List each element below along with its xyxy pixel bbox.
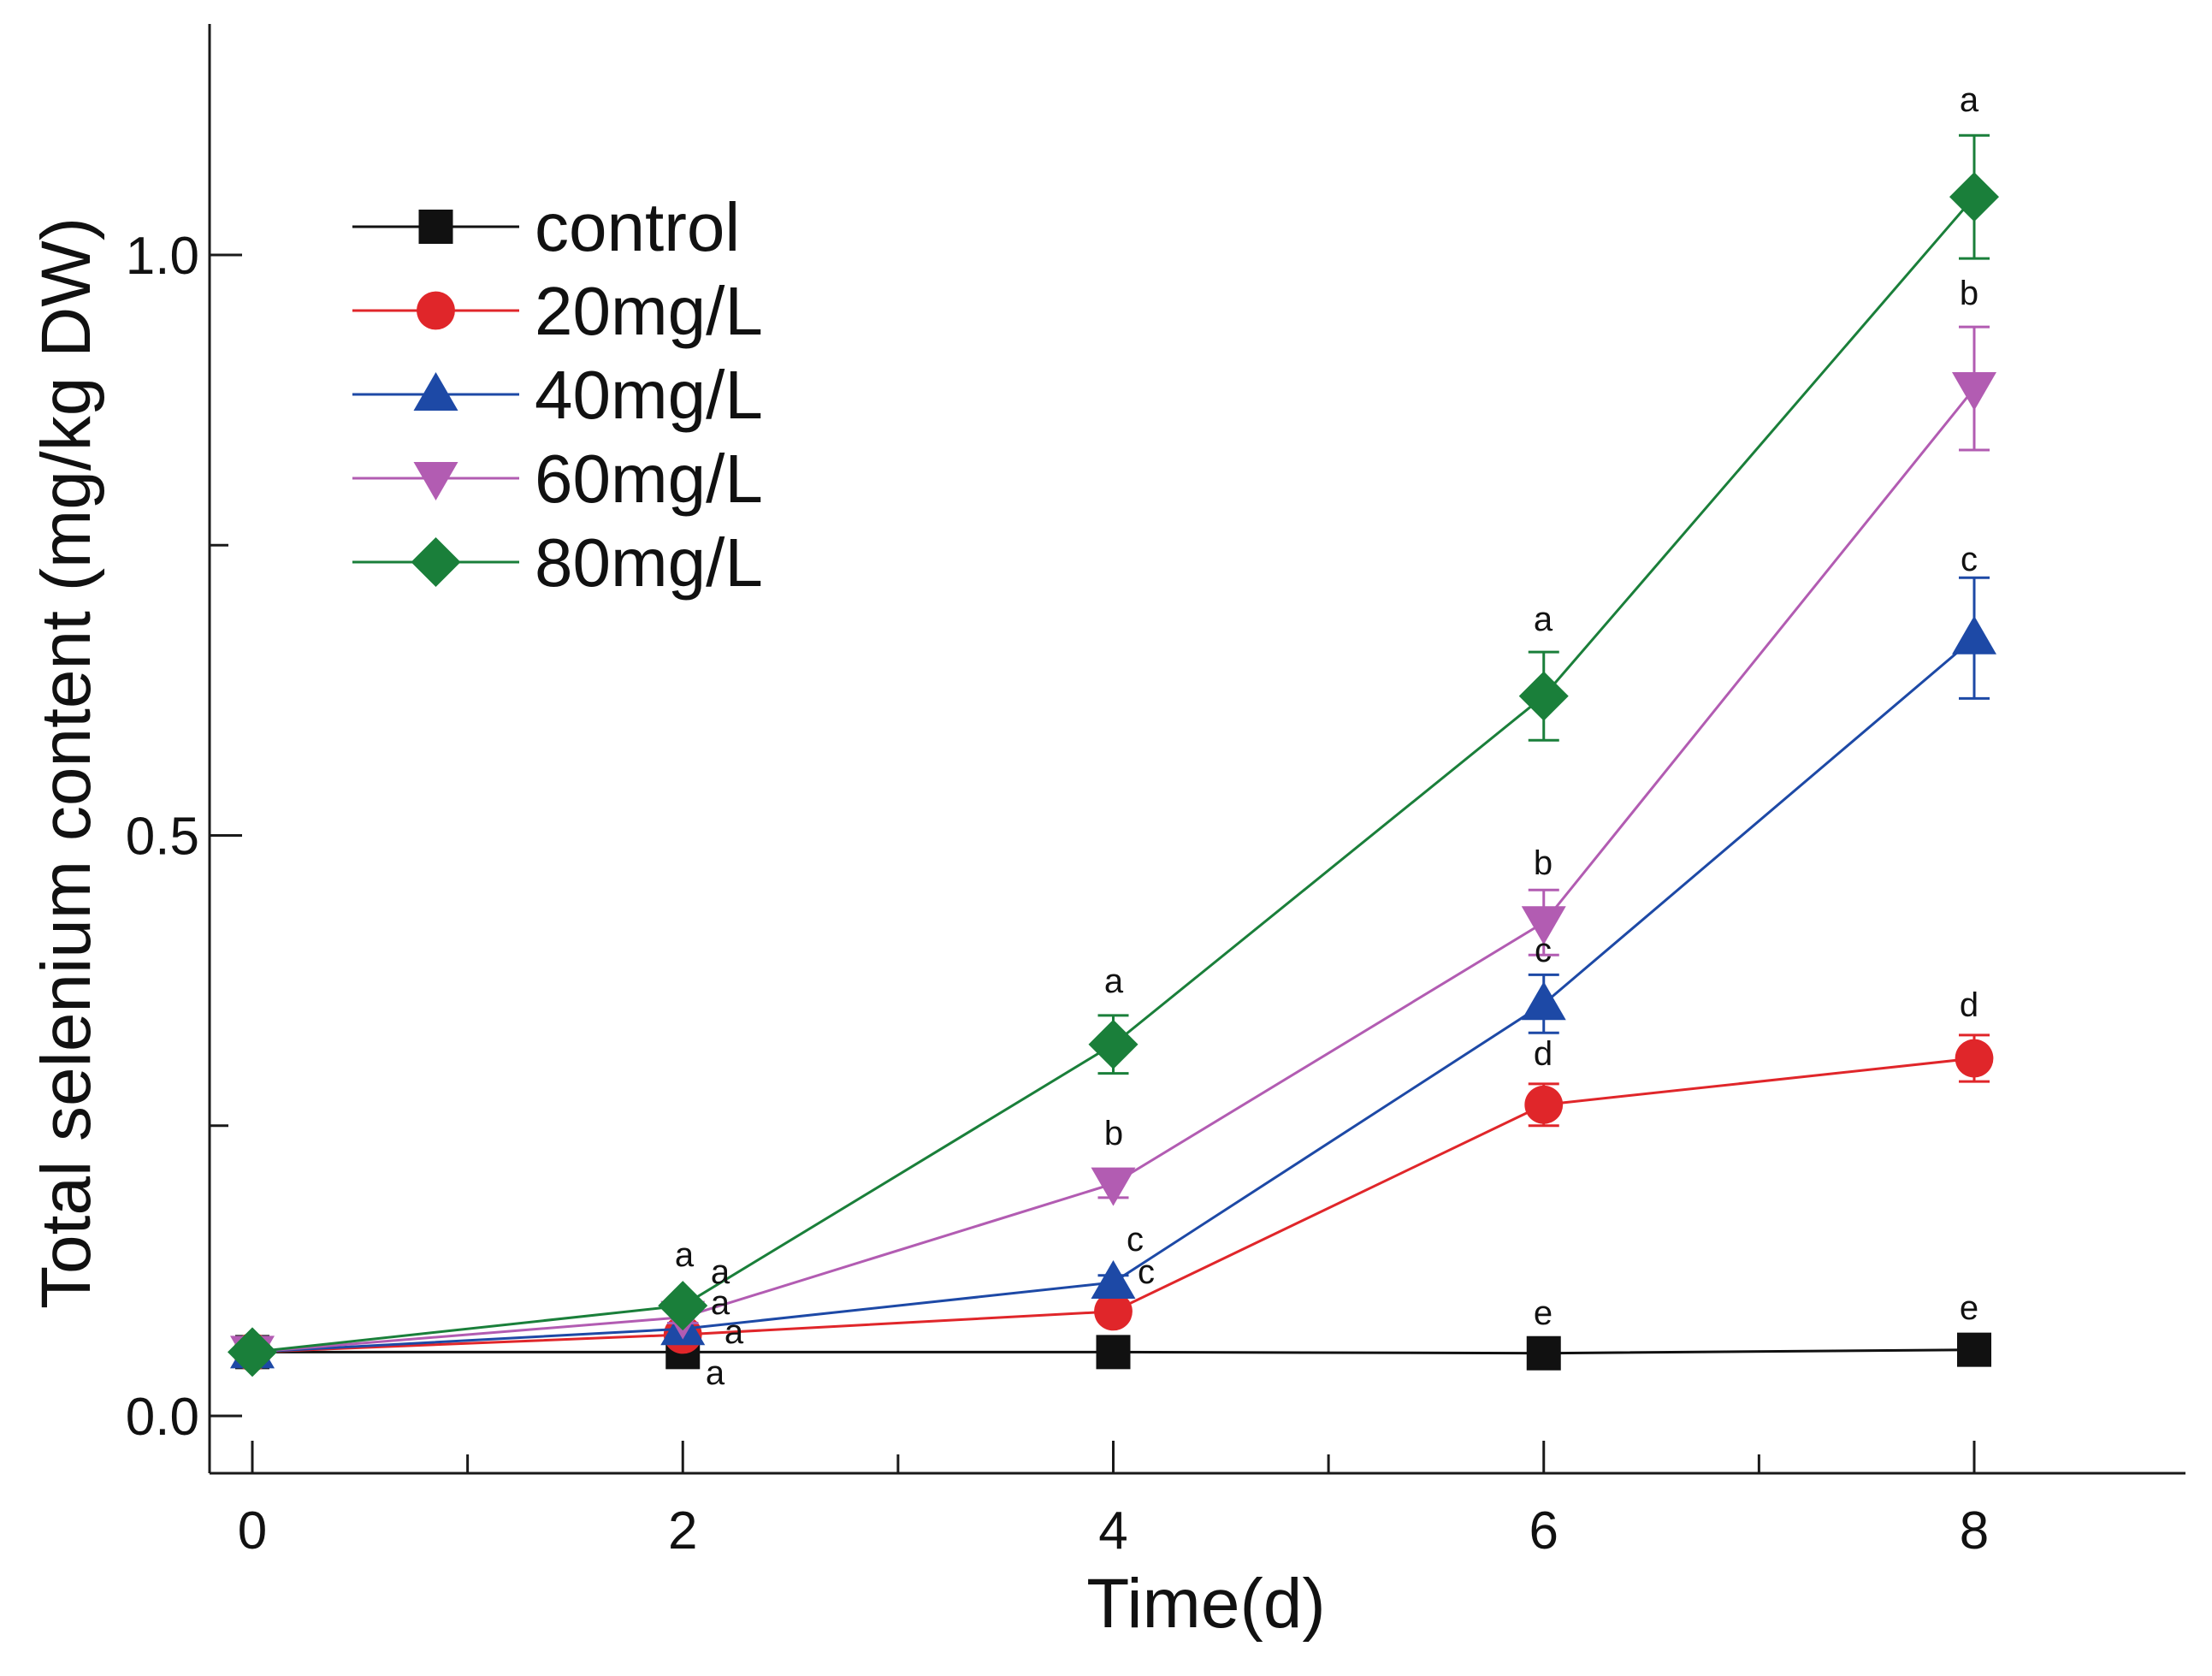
legend-marker [411,537,461,587]
series-60mg-l [230,325,1996,1375]
significance-letter: c [1138,1253,1155,1291]
data-point [1526,1335,1561,1371]
significance-letter: e [1534,1294,1553,1332]
data-point [1518,671,1569,721]
data-point [1088,1019,1139,1069]
significance-letter: b [1960,275,1978,312]
data-point [1949,172,1999,222]
significance-letter: c [1961,541,1978,578]
legend-item-80mg-l: 80mg/L [352,524,763,601]
data-point [1957,1332,1991,1367]
legend-marker [413,372,458,411]
significance-letter: a [1960,81,1979,119]
data-point [1952,615,1996,654]
legend-item-20mg-l: 20mg/L [352,273,763,349]
legend-label: 20mg/L [535,273,763,349]
significance-letter: d [1534,1035,1553,1073]
significance-letter: b [1534,844,1553,882]
x-tick-label: 4 [1098,1501,1127,1561]
data-point [1096,1335,1131,1370]
legend-item-40mg-l: 40mg/L [352,357,763,433]
data-point [1952,372,1996,412]
x-tick-label: 0 [238,1501,267,1561]
series-80mg-l [228,133,1999,1377]
significance-letter: c [1535,932,1552,969]
legend-marker [418,210,453,244]
data-point [1521,981,1566,1021]
y-axis-title: Total selenium content (mg/kg DW) [27,217,105,1309]
legend-label: control [535,189,740,265]
x-tick-label: 6 [1529,1501,1558,1561]
significance-letter: a [706,1354,725,1392]
significance-letter: a [675,1236,695,1274]
y-tick-label: 0.5 [126,808,199,867]
significance-letter: a [711,1253,730,1291]
legend-marker [417,291,455,330]
x-tick-label: 8 [1960,1501,1989,1561]
significance-letter: e [1960,1289,1978,1327]
x-axis-title: Time(d) [1086,1565,1325,1643]
legend-label: 80mg/L [535,524,763,601]
data-point [658,1281,708,1331]
y-tick-label: 1.0 [126,227,199,286]
data-point [1524,1085,1564,1124]
legend-marker [413,462,458,500]
significance-letter: a [1534,601,1553,638]
significance-letter: a [1104,962,1124,1000]
data-point [1091,1167,1136,1206]
data-point [1091,1259,1136,1299]
legend-item-60mg-l: 60mg/L [352,441,763,517]
y-tick-label: 0.0 [126,1388,199,1447]
significance-letter: b [1104,1115,1123,1152]
data-point [1955,1039,1994,1078]
legend-item-control: control [352,189,740,265]
legend-label: 60mg/L [535,441,763,517]
significance-letter: d [1960,986,1978,1024]
x-tick-label: 2 [668,1501,697,1561]
series-line-60mg-l [251,388,1976,1353]
legend-label: 40mg/L [535,357,763,433]
significance-letter: a [725,1313,744,1351]
data-point [1094,1292,1133,1331]
axes: 0 2 4 6 8 0.0 0.5 1.0 [126,24,2185,1561]
data-point [228,1327,277,1377]
data-point [1521,906,1566,945]
series-layer [228,133,1999,1377]
significance-letter: a [711,1284,730,1322]
significance-letter: c [1127,1221,1144,1258]
